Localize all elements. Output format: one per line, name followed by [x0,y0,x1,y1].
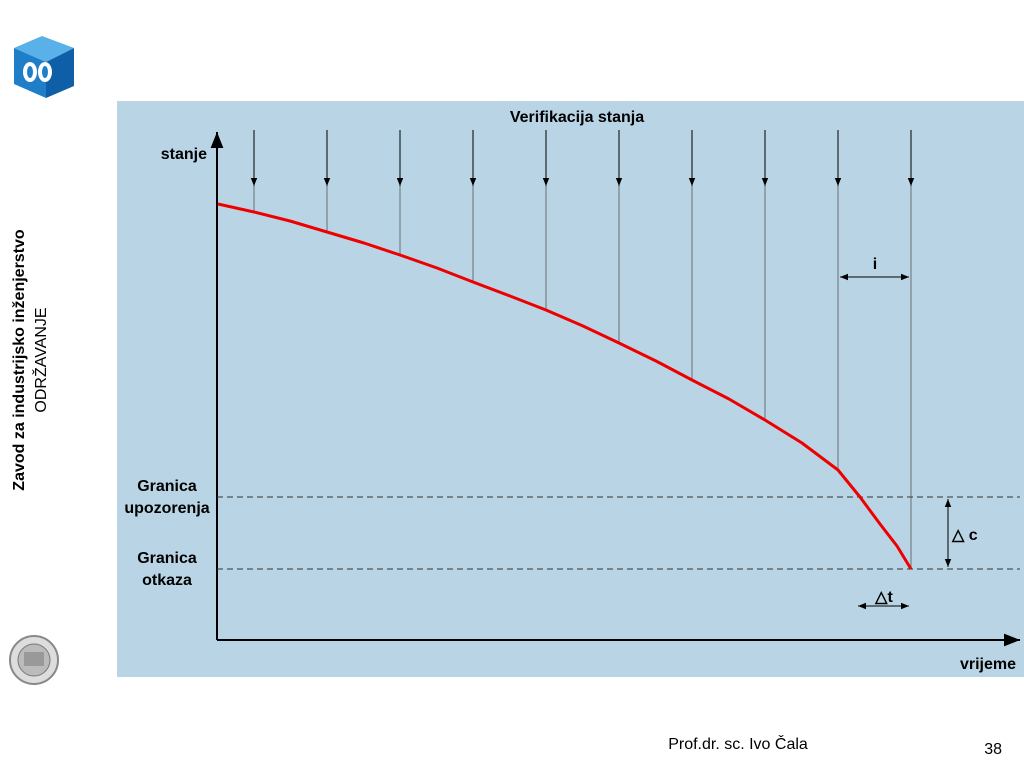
x-label: vrijeme [960,656,1016,673]
seal [9,635,59,685]
warning-label: upozorenja [124,500,209,517]
warning-label: Granica [137,478,197,495]
institute: Zavod za industrijsko inženjerstvo [11,229,28,491]
delta-c-label: △ c [951,527,978,544]
panel [117,101,1024,677]
failure-label: Granica [137,550,197,567]
logo [14,36,74,98]
inspection-arrows [250,130,915,569]
diagram-title: Verifikacija stanja [510,109,644,126]
delta-t-label: △t [874,589,893,606]
y-label: stanje [161,146,207,163]
interval-label: i [873,256,877,273]
page-number: 38 [984,741,1002,758]
degradation-curve [217,202,913,570]
author: Prof.dr. sc. Ivo Čala [668,734,808,753]
failure-label: otkaza [142,572,192,589]
course: ODRŽAVANJE [31,307,50,412]
